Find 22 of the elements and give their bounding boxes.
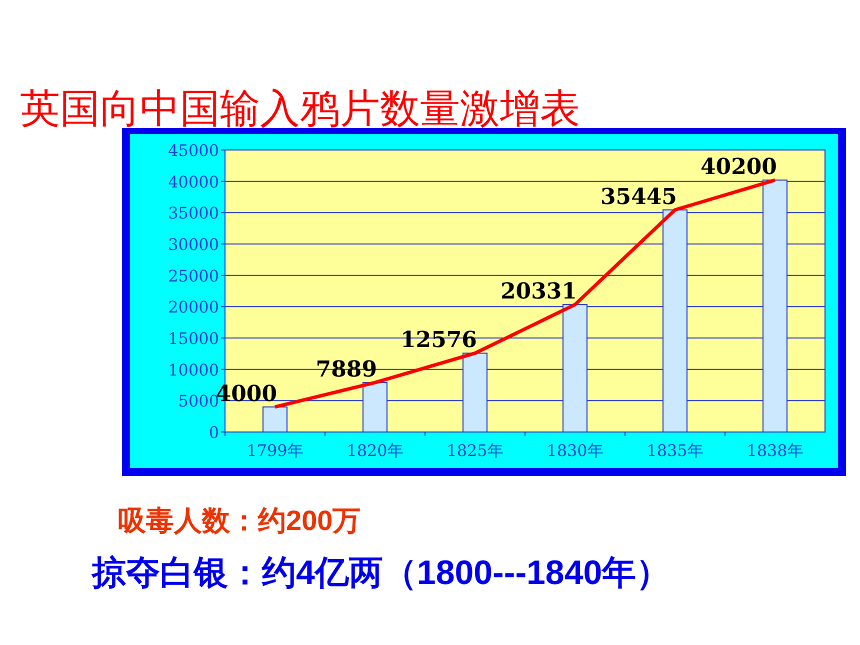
data-label: 20331 <box>500 278 577 305</box>
x-tick-label: 1825年 <box>446 441 504 460</box>
y-tick-label: 10000 <box>168 360 219 380</box>
x-tick-label: 1835年 <box>646 441 704 460</box>
y-tick-label: 15000 <box>168 329 219 348</box>
x-tick-label: 1838年 <box>746 441 804 460</box>
data-label: 40200 <box>700 154 777 180</box>
text: 掠夺白银：约4亿两（1800---1840年） <box>91 554 670 592</box>
data-label: 35445 <box>600 184 677 210</box>
y-tick-label: 25000 <box>168 266 219 286</box>
y-tick-label: 45000 <box>168 141 219 160</box>
y-tick-label: 5000 <box>178 392 219 411</box>
text: 吸毒人数：约200万 <box>118 505 361 536</box>
chart-title: 英国向中国输入鸦片数量激增表 <box>20 87 580 131</box>
y-tick-label: 35000 <box>168 204 219 223</box>
x-tick-label: 1799年 <box>246 441 304 460</box>
y-tick-label: 20000 <box>168 298 219 317</box>
y-tick-label: 30000 <box>168 235 219 254</box>
y-tick-label: 40000 <box>168 172 219 192</box>
x-tick-label: 1830年 <box>546 441 604 460</box>
y-tick-label: 0 <box>208 423 219 442</box>
x-tick-label: 1820年 <box>346 441 404 460</box>
